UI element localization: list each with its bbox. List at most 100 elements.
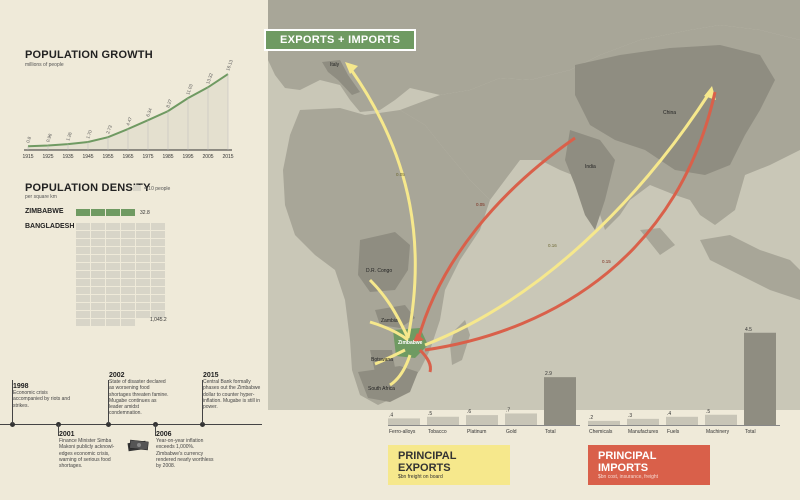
bar-category-label: Platinum [467,429,486,435]
timeline-event: 2001 Finance Minister Simba Makoni public… [59,431,121,469]
export-arrow-drc [368,278,410,339]
bangladesh-density-cell [76,279,90,286]
label-botswana: Botswana [371,357,393,363]
timeline-year: 2002 [109,372,125,379]
timeline-text: State of disaster declared as worsening … [109,379,169,417]
bangladesh-density-cell [151,247,165,254]
bangladesh-density-cell [151,231,165,238]
label-india: India [585,164,596,170]
imports-legend: PRINCIPAL IMPORTS $bn cost, insurance, f… [588,445,710,485]
zimbabwe-density-value: 32.8 [140,210,150,216]
export-arrowhead-italy [345,62,358,74]
growth-area [28,74,228,150]
bangladesh-density-cell [136,239,150,246]
bar-category-label: Total [745,429,756,435]
bar-value-label: 2.9 [545,371,552,377]
bangladesh-density-cell [91,287,105,294]
bangladesh-density-cell [91,223,105,230]
growth-value-label: 4.47 [125,116,133,126]
zambia-shape [375,305,415,328]
bangladesh-density-cell [91,239,105,246]
timeline-tick [12,380,13,424]
growth-year-label: 1965 [122,154,133,160]
bar-value-label: 4.5 [745,327,752,333]
bangladesh-density-cell [121,303,135,310]
density-legend-note: = 10 people [144,186,171,192]
bangladesh-density-cell [106,287,120,294]
growth-year-label: 1925 [42,154,53,160]
bangladesh-density-cell [121,319,135,326]
bangladesh-density-cell [151,263,165,270]
growth-value-label: 8.27 [165,98,173,108]
bar-value-label: .7 [506,407,510,413]
bangladesh-density-cell [76,295,90,302]
exports-legend-title: PRINCIPAL EXPORTS [398,450,457,474]
europe-landmass [268,0,800,112]
bangladesh-density-cell [121,255,135,262]
zimbabwe-density-cell [91,209,105,216]
bangladesh-density-cell [121,271,135,278]
bangladesh-density-cell [121,295,135,302]
growth-year-label: 1945 [82,154,93,160]
zimbabwe-density-cell [106,209,120,216]
flow-value-china-import: 0.15 [602,259,611,264]
timeline-event: 1998 Economic crisis accompanied by riots… [13,383,75,409]
bangladesh-density-cell [76,239,90,246]
bangladesh-density-cell [136,287,150,294]
label-china: China [663,110,676,116]
zimbabwe-density-cell [121,209,135,216]
timeline-year: 2001 [59,431,75,438]
bar-category-label: Chemicals [589,429,613,435]
bangladesh-density-cell [106,303,120,310]
map-banner: EXPORTS + IMPORTS [264,29,417,51]
bar [388,418,420,425]
growth-value-label: 1.26 [65,131,73,141]
bar [466,415,498,425]
bangladesh-density-cell [76,231,90,238]
bangladesh-density-cell [136,231,150,238]
bangladesh-density-cell [121,287,135,294]
growth-year-label: 2005 [202,154,213,160]
bangladesh-density-cell [91,247,105,254]
population-growth-subtitle: millions of people [25,62,64,68]
bangladesh-density-cell [91,319,105,326]
bangladesh-density-cell [106,319,120,326]
timeline-year: 2006 [156,431,172,438]
export-arrow-south-africa [389,354,412,387]
india-shape [565,130,615,230]
growth-value-label: 13.32 [205,72,214,85]
bar-value-label: .3 [628,413,632,419]
bangladesh-density-cell [91,303,105,310]
imports-baseline [588,425,780,426]
label-south-africa: South Africa [368,386,395,392]
bangladesh-density-cell [91,279,105,286]
bangladesh-density-cell [106,231,120,238]
export-arrow-zambia [369,320,409,342]
flow-value-india: 0.05 [476,202,485,207]
growth-value-label: 0.96 [45,132,53,142]
bar-category-label: Manufactures [628,429,659,435]
growth-year-label: 1975 [142,154,153,160]
imports-bar-chart: .2 Chemicals .3 Manufactures .4 Fuels .5 Machin… [588,327,776,435]
china-shape [575,45,775,175]
bar-value-label: .6 [467,409,471,415]
bangladesh-density-cell [106,295,120,302]
timeline-tick [155,424,156,436]
south-africa-shape [358,366,418,402]
export-arrow-botswana [374,348,406,366]
export-arrow-china [424,91,712,347]
bar [744,332,776,425]
bangladesh-density-cell [151,223,165,230]
exports-bar-chart: .4 Ferro-alloys .5 Tobacco .6 Platinum .7 Gold 2… [388,371,576,435]
population-density-subtitle: per square km [25,194,57,200]
bangladesh-density-cell [151,287,165,294]
timeline-event: 2006 Year-on-year inflation exceeds 1,000… [156,431,218,469]
population-growth-title: POPULATION GROWTH [25,49,153,61]
bangladesh-density-cell [136,247,150,254]
bangladesh-density-cell [91,295,105,302]
growth-year-label: 1955 [102,154,113,160]
italy-shape [322,60,360,95]
bar [505,413,537,425]
bangladesh-density-cell [106,223,120,230]
import-arrow-south-africa [418,348,432,373]
